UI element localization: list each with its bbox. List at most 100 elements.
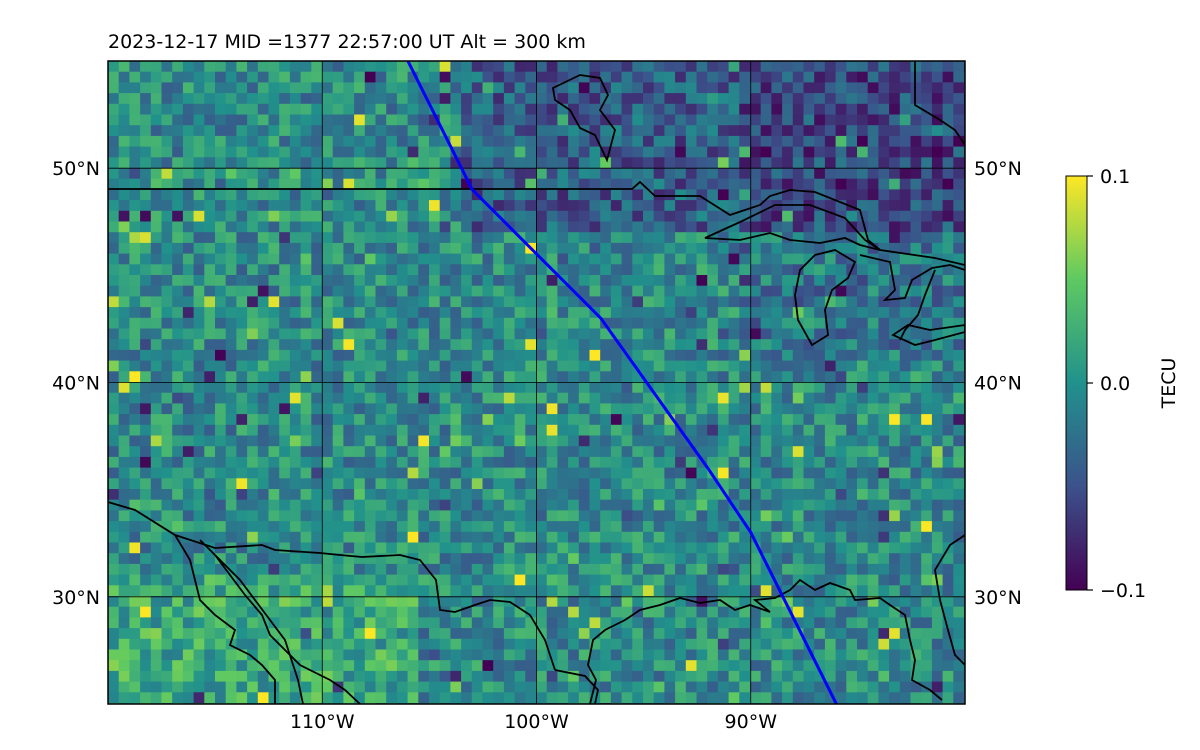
heatmap-cell xyxy=(407,146,419,158)
heatmap-cell xyxy=(782,446,794,458)
heatmap-cell xyxy=(225,264,237,276)
heatmap-cell xyxy=(215,478,227,490)
heatmap-cell xyxy=(108,125,120,137)
heatmap-cell xyxy=(503,360,516,372)
heatmap-cell xyxy=(728,553,740,565)
heatmap-cell xyxy=(439,178,451,190)
heatmap-cell xyxy=(610,660,623,672)
heatmap-cell xyxy=(696,446,708,458)
heatmap-cell xyxy=(589,510,601,522)
heatmap-cell xyxy=(610,382,623,394)
heatmap-cell xyxy=(536,307,548,319)
heatmap-cell xyxy=(750,168,762,180)
heatmap-cell xyxy=(268,317,280,330)
heatmap-cell xyxy=(140,371,152,383)
heatmap-cell xyxy=(108,392,120,404)
heatmap-cell xyxy=(493,275,505,287)
heatmap-cell xyxy=(150,382,163,394)
heatmap-cell xyxy=(332,542,344,554)
heatmap-cell xyxy=(140,521,152,533)
heatmap-cell xyxy=(546,61,558,73)
heatmap-cell xyxy=(835,681,847,693)
heatmap-cell xyxy=(525,253,537,265)
heatmap-cell xyxy=(322,617,334,629)
heatmap-cell xyxy=(664,71,676,83)
heatmap-cell xyxy=(942,328,954,340)
heatmap-cell xyxy=(824,61,837,73)
heatmap-cell xyxy=(225,414,237,426)
heatmap-cell xyxy=(675,360,687,372)
heatmap-cell xyxy=(364,189,377,201)
heatmap-cell xyxy=(685,585,698,597)
heatmap-cell xyxy=(557,478,569,490)
heatmap-cell xyxy=(215,93,227,105)
heatmap-cell xyxy=(493,670,505,683)
heatmap-cell xyxy=(878,275,890,287)
heatmap-cell xyxy=(610,542,623,554)
heatmap-cell xyxy=(771,82,783,94)
heatmap-cell xyxy=(536,681,548,693)
heatmap-cell xyxy=(429,553,441,565)
heatmap-cell xyxy=(643,456,655,469)
heatmap-cell xyxy=(343,210,355,223)
heatmap-cell xyxy=(835,574,847,586)
heatmap-cell xyxy=(675,146,687,158)
heatmap-cell xyxy=(236,489,248,501)
heatmap-cell xyxy=(857,542,869,554)
heatmap-cell xyxy=(279,168,291,180)
heatmap-cell xyxy=(857,499,869,511)
heatmap-cell xyxy=(771,681,783,693)
heatmap-cell xyxy=(172,499,184,511)
heatmap-cell xyxy=(514,135,526,148)
heatmap-cell xyxy=(418,489,430,501)
heatmap-cell xyxy=(332,510,344,522)
heatmap-cell xyxy=(471,499,484,511)
heatmap-cell xyxy=(268,210,280,223)
heatmap-cell xyxy=(643,71,655,83)
heatmap-cell xyxy=(835,200,847,212)
heatmap-cell xyxy=(182,392,195,404)
heatmap-cell xyxy=(621,371,633,383)
heatmap-cell xyxy=(610,585,623,597)
heatmap-cell xyxy=(728,264,740,276)
heatmap-cell xyxy=(685,296,698,308)
heatmap-cell xyxy=(878,296,890,308)
heatmap-cell xyxy=(600,414,612,426)
heatmap-cell xyxy=(289,574,302,586)
heatmap-cell xyxy=(835,103,847,116)
heatmap-cell xyxy=(525,660,537,672)
heatmap-cell xyxy=(493,232,505,244)
heatmap-cell xyxy=(300,478,312,490)
heatmap-cell xyxy=(846,403,858,415)
heatmap-cell xyxy=(546,692,558,704)
heatmap-cell xyxy=(739,414,751,426)
heatmap-cell xyxy=(728,189,740,201)
heatmap-cell xyxy=(204,82,216,94)
heatmap-cell xyxy=(600,71,612,83)
heatmap-cell xyxy=(814,125,826,137)
heatmap-cell xyxy=(386,285,398,297)
heatmap-cell xyxy=(418,349,430,362)
heatmap-cell xyxy=(514,125,526,137)
heatmap-cell xyxy=(557,82,569,94)
heatmap-cell xyxy=(632,275,644,287)
heatmap-cell xyxy=(204,317,216,330)
heatmap-cell xyxy=(364,200,377,212)
heatmap-cell xyxy=(878,628,890,640)
heatmap-cell xyxy=(322,478,334,490)
heatmap-cell xyxy=(578,146,591,158)
heatmap-cell xyxy=(857,71,869,83)
heatmap-cell xyxy=(760,489,772,501)
heatmap-cell xyxy=(172,660,184,672)
heatmap-cell xyxy=(643,114,655,126)
heatmap-cell xyxy=(247,638,259,651)
heatmap-cell xyxy=(182,424,195,437)
heatmap-cell xyxy=(664,446,676,458)
heatmap-cell xyxy=(846,125,858,137)
heatmap-cell xyxy=(632,649,644,661)
heatmap-cell xyxy=(354,253,366,265)
heatmap-cell xyxy=(493,382,505,394)
heatmap-cell xyxy=(193,424,205,437)
heatmap-cell xyxy=(643,403,655,415)
heatmap-cell xyxy=(268,596,280,608)
